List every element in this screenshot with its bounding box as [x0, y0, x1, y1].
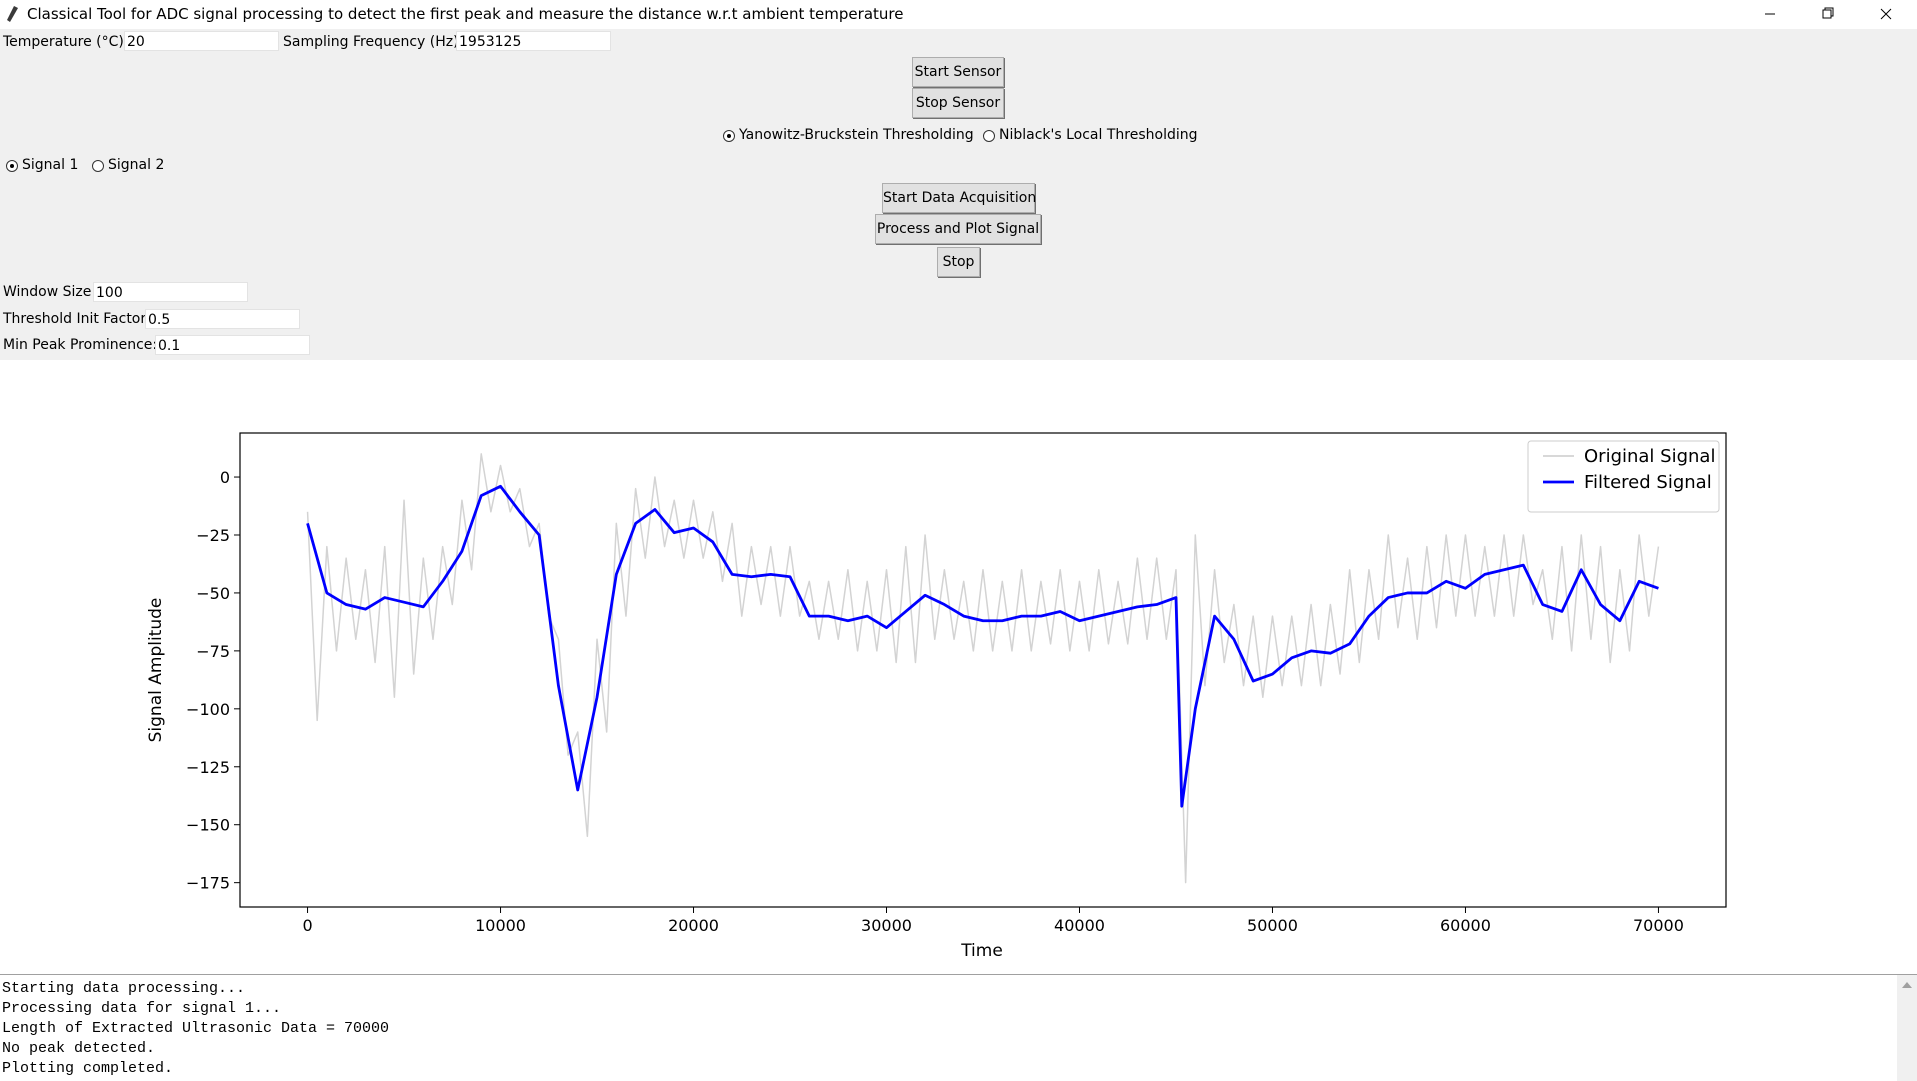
sampling-label: Sampling Frequency (Hz):	[283, 34, 464, 50]
x-axis-label: Time	[960, 941, 1003, 961]
y-tick-label: −175	[186, 874, 230, 893]
signal-option[interactable]: Signal 1	[22, 157, 79, 173]
console-line: Plotting completed.	[2, 1060, 174, 1077]
x-tick-label: 70000	[1633, 916, 1684, 935]
x-tick-label: 50000	[1247, 916, 1298, 935]
x-tick-label: 20000	[668, 916, 719, 935]
sensor-button[interactable]: Start Sensor	[912, 57, 1004, 87]
threshold-method-radio[interactable]	[723, 130, 735, 142]
y-tick-label: 0	[220, 468, 230, 487]
restore[interactable]	[1822, 9, 1832, 19]
action-button[interactable]: Stop	[937, 247, 980, 277]
x-tick-label: 30000	[861, 916, 912, 935]
y-tick-label: −100	[186, 700, 230, 719]
chart: Signal Amplitude Time 0 10000 20000 30000 40…	[146, 432, 1727, 961]
signal-option[interactable]: Signal 2	[108, 157, 165, 173]
sampling-input[interactable]: 1953125	[456, 31, 611, 51]
temperature-label: Temperature (°C):	[3, 34, 129, 50]
x-tick-label: 0	[302, 916, 312, 935]
parameter-input[interactable]: 100	[93, 282, 248, 302]
control-panel: Temperature (°C): 20 Sampling Frequency (H…	[0, 29, 1917, 360]
console-line: No peak detected.	[2, 1040, 156, 1057]
scrollbar[interactable]	[1897, 975, 1917, 1081]
parameter-input[interactable]: 0.5	[145, 309, 300, 329]
series-line	[306, 484, 1659, 808]
parameter-label: Threshold Init Factor:	[3, 311, 151, 327]
parameter-label: Window Size:	[3, 284, 97, 300]
console: Starting data processing... Processing da…	[0, 974, 1917, 1081]
window-title: Classical Tool for ADC signal processing…	[27, 5, 904, 23]
restore-back	[1824, 7, 1834, 17]
close[interactable]	[1880, 8, 1892, 20]
threshold-method-radio[interactable]	[983, 130, 995, 142]
window-controls[interactable]	[1717, 0, 1917, 29]
signal-radio[interactable]	[6, 160, 18, 172]
temperature-input[interactable]: 20	[124, 31, 279, 51]
x-tick-label: 10000	[475, 916, 526, 935]
legend-label: Filtered Signal	[1584, 472, 1712, 493]
threshold-method-option[interactable]: Niblack's Local Thresholding	[999, 127, 1198, 143]
title-bar: Classical Tool for ADC signal processing…	[0, 0, 1917, 29]
legend-box	[1527, 440, 1720, 513]
scroll-up[interactable]	[1897, 975, 1917, 995]
x-tick-label: 60000	[1440, 916, 1491, 935]
y-tick-label: −25	[196, 526, 230, 545]
console-line: Length of Extracted Ultrasonic Data = 70…	[2, 1020, 390, 1037]
y-tick-label: −125	[186, 758, 230, 777]
parameter-label: Min Peak Prominence:	[3, 337, 158, 353]
console-line: Processing data for signal 1...	[2, 1000, 282, 1017]
y-axis-label: Signal Amplitude	[146, 598, 166, 743]
y-tick-label: −50	[196, 584, 230, 603]
sensor-button[interactable]: Stop Sensor	[912, 88, 1004, 118]
series-line	[306, 453, 1660, 884]
y-tick-label: −150	[186, 816, 230, 835]
legend-label: Original Signal	[1584, 446, 1715, 467]
app-icon	[7, 6, 18, 22]
y-tick-label: −75	[196, 642, 230, 661]
signal-radio[interactable]	[92, 160, 104, 172]
plot-frame	[239, 432, 1727, 908]
console-line: Starting data processing...	[2, 980, 246, 997]
action-button[interactable]: Process and Plot Signal	[875, 214, 1041, 244]
parameter-input[interactable]: 0.1	[155, 335, 310, 355]
threshold-method-option[interactable]: Yanowitz-Bruckstein Thresholding	[739, 127, 974, 143]
x-tick-label: 40000	[1054, 916, 1105, 935]
action-button[interactable]: Start Data Acquisition	[882, 183, 1036, 213]
